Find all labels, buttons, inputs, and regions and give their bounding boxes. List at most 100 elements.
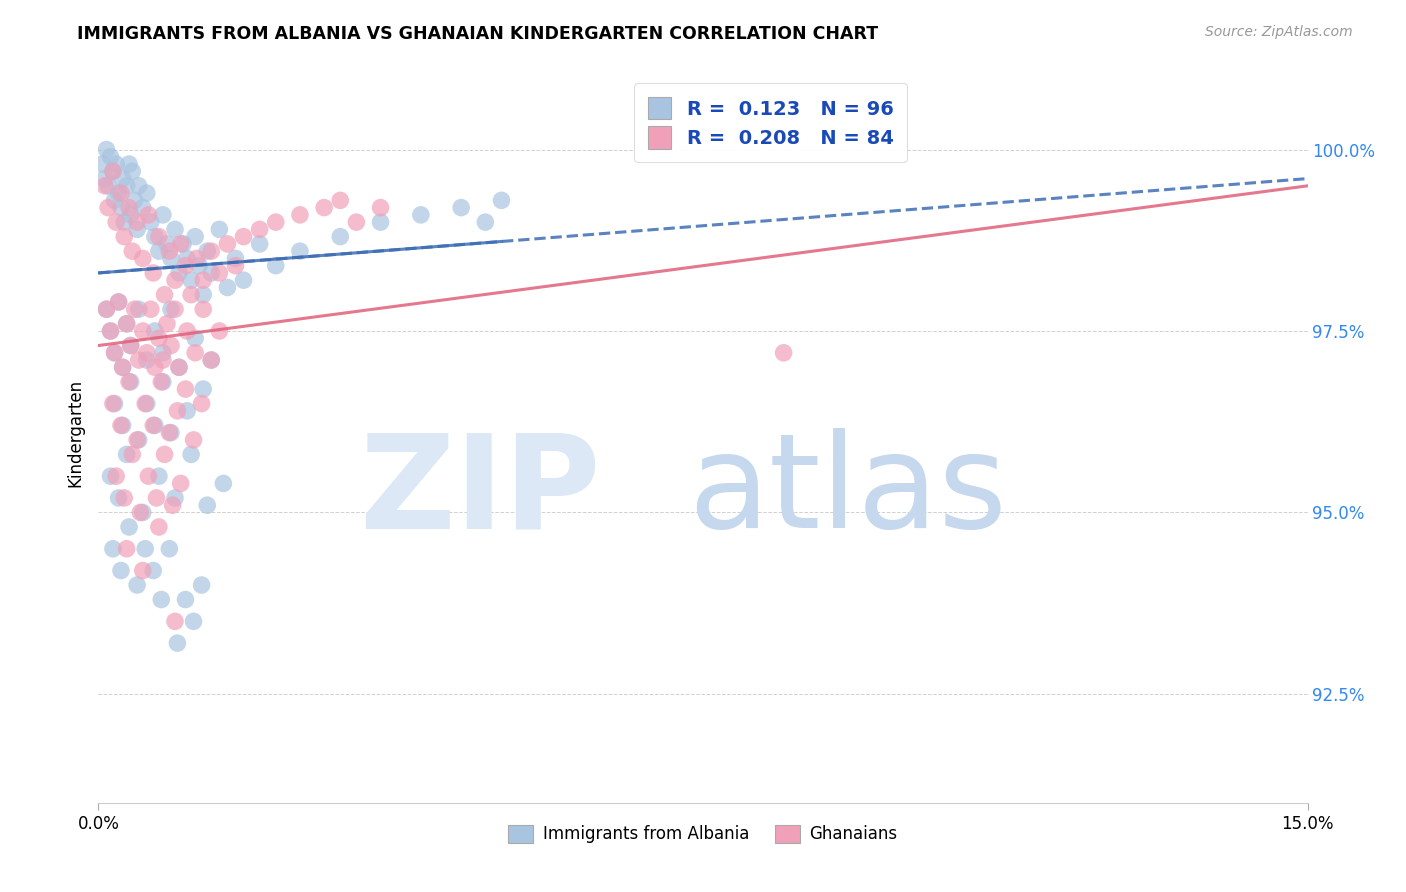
Point — [224, 252, 246, 266]
Point — [127, 222, 149, 236]
Point — [288, 208, 311, 222]
Point — [152, 208, 174, 222]
Point — [128, 353, 150, 368]
Point — [115, 447, 138, 461]
Point — [128, 178, 150, 193]
Point — [174, 382, 197, 396]
Point — [200, 353, 222, 368]
Point — [94, 178, 117, 193]
Point — [152, 345, 174, 359]
Point — [370, 201, 392, 215]
Point — [118, 520, 141, 534]
Point — [100, 324, 122, 338]
Point — [111, 171, 134, 186]
Point — [208, 222, 231, 236]
Point — [409, 208, 432, 222]
Point — [145, 491, 167, 505]
Point — [491, 194, 513, 208]
Point — [200, 266, 222, 280]
Point — [105, 157, 128, 171]
Point — [124, 302, 146, 317]
Point — [176, 252, 198, 266]
Point — [142, 266, 165, 280]
Point — [138, 208, 160, 222]
Point — [224, 259, 246, 273]
Point — [172, 236, 194, 251]
Point — [232, 273, 254, 287]
Point — [143, 229, 166, 244]
Text: Source: ZipAtlas.com: Source: ZipAtlas.com — [1205, 25, 1353, 39]
Point — [162, 498, 184, 512]
Point — [153, 287, 176, 301]
Point — [112, 491, 135, 505]
Point — [166, 404, 188, 418]
Point — [91, 157, 114, 171]
Point — [148, 520, 170, 534]
Point — [128, 302, 150, 317]
Point — [150, 375, 173, 389]
Point — [150, 592, 173, 607]
Point — [370, 215, 392, 229]
Point — [772, 345, 794, 359]
Point — [190, 578, 212, 592]
Point — [329, 229, 352, 244]
Point — [217, 280, 239, 294]
Point — [132, 252, 155, 266]
Point — [107, 186, 129, 200]
Point — [107, 295, 129, 310]
Point — [193, 382, 215, 396]
Legend: Immigrants from Albania, Ghanaians: Immigrants from Albania, Ghanaians — [502, 818, 904, 850]
Point — [288, 244, 311, 259]
Text: atlas: atlas — [689, 428, 1008, 556]
Point — [167, 266, 190, 280]
Point — [344, 215, 367, 229]
Point — [96, 302, 118, 317]
Point — [174, 592, 197, 607]
Point — [169, 476, 191, 491]
Point — [195, 244, 218, 259]
Point — [96, 302, 118, 317]
Point — [135, 353, 157, 368]
Point — [135, 186, 157, 200]
Point — [180, 447, 202, 461]
Point — [112, 215, 135, 229]
Point — [132, 201, 155, 215]
Point — [120, 338, 142, 352]
Point — [184, 229, 207, 244]
Point — [127, 578, 149, 592]
Text: IMMIGRANTS FROM ALBANIA VS GHANAIAN KINDERGARTEN CORRELATION CHART: IMMIGRANTS FROM ALBANIA VS GHANAIAN KIND… — [77, 25, 879, 43]
Point — [124, 194, 146, 208]
Point — [157, 244, 180, 259]
Point — [142, 418, 165, 433]
Point — [156, 236, 179, 251]
Point — [157, 541, 180, 556]
Point — [249, 222, 271, 236]
Point — [107, 295, 129, 310]
Point — [314, 201, 336, 215]
Point — [107, 491, 129, 505]
Point — [160, 302, 183, 317]
Point — [118, 375, 141, 389]
Point — [184, 331, 207, 345]
Point — [110, 418, 132, 433]
Point — [120, 375, 142, 389]
Point — [152, 375, 174, 389]
Point — [153, 447, 176, 461]
Point — [180, 287, 202, 301]
Y-axis label: Kindergarten: Kindergarten — [66, 378, 84, 487]
Point — [264, 215, 287, 229]
Point — [148, 331, 170, 345]
Point — [166, 636, 188, 650]
Point — [176, 324, 198, 338]
Point — [163, 273, 186, 287]
Point — [208, 266, 231, 280]
Point — [183, 615, 205, 629]
Text: ZIP: ZIP — [359, 428, 600, 556]
Point — [100, 150, 122, 164]
Point — [115, 317, 138, 331]
Point — [103, 345, 125, 359]
Point — [193, 273, 215, 287]
Point — [195, 498, 218, 512]
Point — [167, 360, 190, 375]
Point — [111, 360, 134, 375]
